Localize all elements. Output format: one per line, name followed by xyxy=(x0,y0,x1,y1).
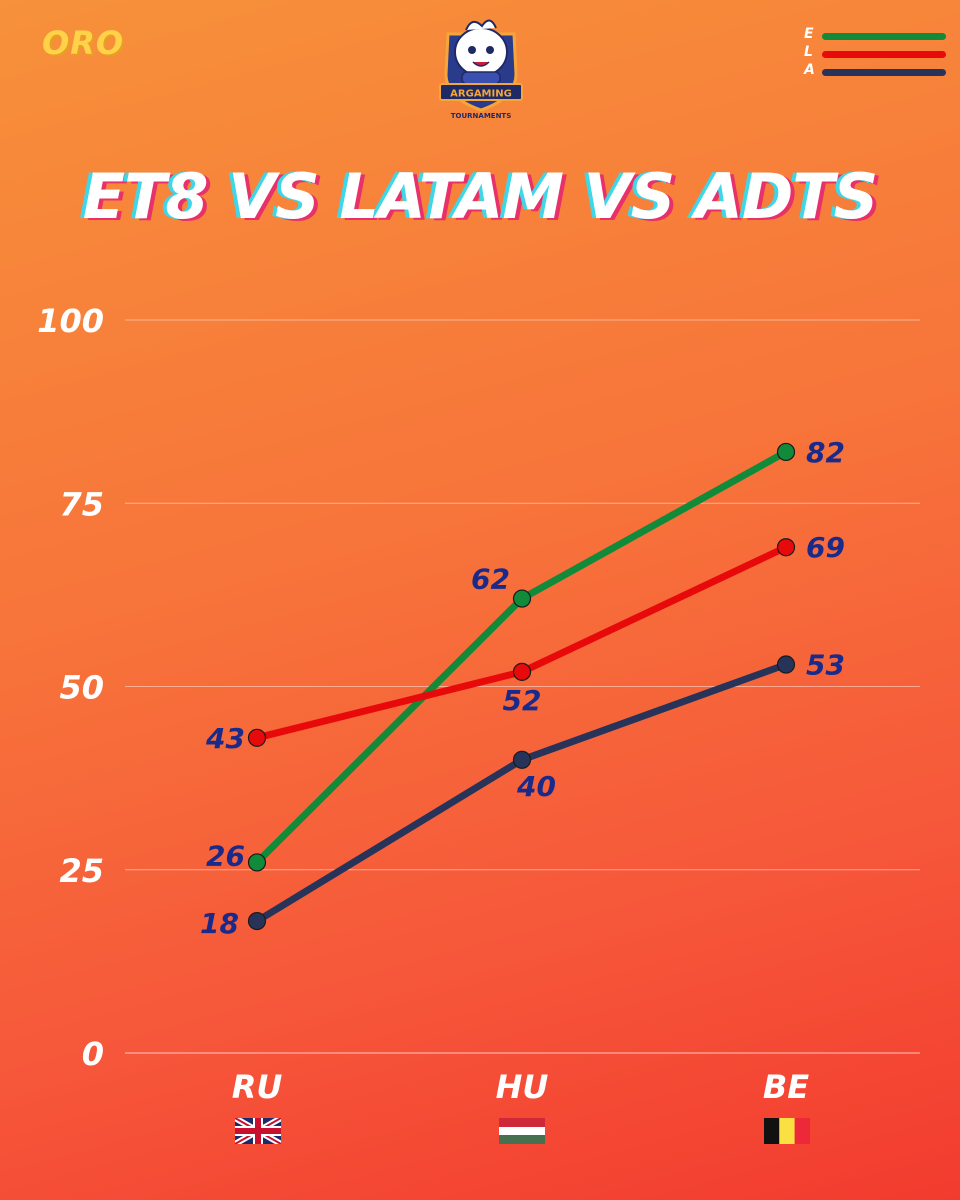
belgium-flag xyxy=(764,1118,810,1144)
data-point-a-hu xyxy=(512,750,532,769)
data-point-a-be xyxy=(776,655,796,674)
data-label-l-hu: 52 xyxy=(503,684,542,717)
data-label-e-be: 82 xyxy=(806,436,845,469)
x-tick-label-ru: RU xyxy=(232,1068,283,1106)
legend-item-l: L xyxy=(802,44,952,62)
y-tick-label-100: 100 xyxy=(37,302,104,340)
data-point-l-be xyxy=(776,538,796,557)
legend-letter-l: L xyxy=(804,44,813,60)
data-label-a-be: 53 xyxy=(806,649,845,682)
chart-title: ET8 VS LATAM VS ADTS xyxy=(82,160,879,233)
data-point-e-hu xyxy=(512,589,532,608)
data-point-l-hu xyxy=(512,662,532,681)
data-point-a-ru xyxy=(247,911,267,931)
legend-line-l xyxy=(822,51,946,58)
logo-text-top: ARGAMING xyxy=(450,89,512,100)
legend-item-e: E xyxy=(802,26,952,44)
y-tick-label-50: 50 xyxy=(59,669,104,707)
data-label-a-hu: 40 xyxy=(516,770,556,803)
y-tick-label-25: 25 xyxy=(59,852,104,890)
legend-letter-a: A xyxy=(804,62,815,78)
legend-line-a xyxy=(822,69,946,76)
data-point-e-ru xyxy=(247,853,267,872)
data-label-e-ru: 26 xyxy=(206,839,245,872)
data-point-e-be xyxy=(776,442,796,462)
x-tick-label-hu: HU xyxy=(496,1068,549,1106)
legend-line-e xyxy=(822,33,946,40)
y-tick-label-0: 0 xyxy=(82,1035,104,1073)
legend: E L A xyxy=(802,26,952,86)
hungary-flag xyxy=(499,1118,545,1144)
data-point-l-ru xyxy=(247,728,267,747)
y-tick-label-75: 75 xyxy=(59,485,104,523)
uk-flag xyxy=(235,1118,281,1144)
legend-item-a: A xyxy=(802,62,952,80)
logo-text-bottom: TOURNAMENTS xyxy=(451,112,512,120)
data-label-a-ru: 18 xyxy=(200,907,239,940)
x-tick-label-be: BE xyxy=(763,1068,809,1106)
tier-label: ORO xyxy=(42,24,125,62)
logo: ARGAMING TOURNAMENTS xyxy=(439,19,523,120)
data-label-l-be: 69 xyxy=(806,531,845,564)
legend-letter-e: E xyxy=(804,26,814,42)
data-label-l-ru: 43 xyxy=(205,722,245,755)
data-label-e-hu: 62 xyxy=(471,563,510,596)
